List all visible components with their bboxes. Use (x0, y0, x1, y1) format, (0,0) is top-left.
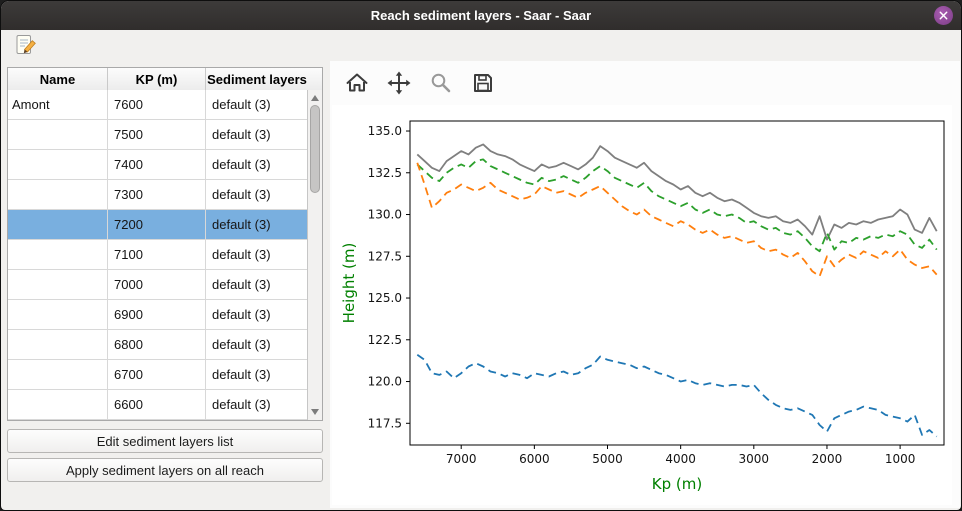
cell-name (8, 240, 108, 269)
cell-layers: default (3) (206, 120, 308, 149)
svg-text:130.0: 130.0 (368, 208, 402, 222)
svg-text:2000: 2000 (812, 452, 843, 466)
cell-name (8, 390, 108, 419)
cell-name: Amont (8, 90, 108, 119)
edit-sediment-layers-button[interactable]: Edit sediment layers list (7, 429, 323, 453)
svg-text:1000: 1000 (885, 452, 916, 466)
svg-text:135.0: 135.0 (368, 124, 402, 138)
cell-kp: 6800 (108, 330, 206, 359)
edit-sediment-tool-button[interactable] (13, 33, 39, 59)
cell-name (8, 180, 108, 209)
svg-text:125.0: 125.0 (368, 291, 402, 305)
cell-name (8, 150, 108, 179)
cell-layers: default (3) (206, 390, 308, 419)
scrollbar-thumb[interactable] (310, 105, 320, 193)
table-scrollbar[interactable] (307, 90, 322, 420)
table-row[interactable]: 6700 default (3) (8, 360, 308, 390)
edit-sediment-icon (16, 35, 36, 54)
header-sediment-layers[interactable]: Sediment layers (207, 71, 307, 87)
cell-kp: 7200 (108, 210, 206, 239)
svg-text:120.0: 120.0 (368, 375, 402, 389)
svg-text:Height (m): Height (m) (340, 243, 358, 324)
table-row[interactable]: 6800 default (3) (8, 330, 308, 360)
scroll-up-icon[interactable] (311, 95, 319, 101)
cell-kp: 7400 (108, 150, 206, 179)
window-title: Reach sediment layers - Saar - Saar (370, 8, 592, 23)
svg-text:127.5: 127.5 (368, 249, 402, 263)
titlebar: Reach sediment layers - Saar - Saar (1, 1, 961, 31)
cell-kp: 7300 (108, 180, 206, 209)
cell-layers: default (3) (206, 210, 308, 239)
pan-button[interactable] (384, 68, 414, 98)
cell-name (8, 210, 108, 239)
cell-layers: default (3) (206, 300, 308, 329)
cell-kp: 7000 (108, 270, 206, 299)
cell-layers: default (3) (206, 240, 308, 269)
table-body: Amont 7600 default (3) 7500 default (3) 7400 d… (8, 90, 308, 420)
plot-toolbar (330, 61, 960, 105)
close-button[interactable] (934, 6, 953, 25)
table-row[interactable]: 7000 default (3) (8, 270, 308, 300)
home-button[interactable] (342, 68, 372, 98)
cell-name (8, 300, 108, 329)
svg-text:7000: 7000 (446, 452, 477, 466)
table-row[interactable]: 6600 default (3) (8, 390, 308, 420)
svg-text:Kp (m): Kp (m) (652, 475, 702, 493)
svg-text:122.5: 122.5 (368, 333, 402, 347)
cell-name (8, 330, 108, 359)
cell-kp: 6600 (108, 390, 206, 419)
svg-text:6000: 6000 (519, 452, 550, 466)
pan-icon (387, 71, 411, 95)
svg-text:4000: 4000 (665, 452, 696, 466)
svg-text:117.5: 117.5 (368, 416, 402, 430)
cell-layers: default (3) (206, 90, 308, 119)
svg-text:3000: 3000 (739, 452, 770, 466)
home-icon (346, 73, 368, 92)
cell-layers: default (3) (206, 150, 308, 179)
save-icon (474, 74, 492, 92)
table-row[interactable]: 7500 default (3) (8, 120, 308, 150)
cell-name (8, 360, 108, 389)
cell-kp: 7600 (108, 90, 206, 119)
cell-kp: 6900 (108, 300, 206, 329)
cell-name (8, 270, 108, 299)
cell-kp: 7500 (108, 120, 206, 149)
sediment-table: Name KP (m) Sediment layers Amont 7600 def… (7, 67, 323, 421)
sediment-profile-chart[interactable]: 7000 6000 5000 4000 3000 2000 1000 117.5 120.0 12… (332, 105, 952, 505)
table-row[interactable]: 7400 default (3) (8, 150, 308, 180)
cell-kp: 7100 (108, 240, 206, 269)
save-button[interactable] (468, 68, 498, 98)
zoom-icon (431, 73, 451, 93)
table-row[interactable]: 7300 default (3) (8, 180, 308, 210)
plot-panel: 7000 6000 5000 4000 3000 2000 1000 117.5 120.0 12… (330, 61, 960, 508)
cell-kp: 6700 (108, 360, 206, 389)
header-kp[interactable]: KP (m) (108, 68, 206, 90)
cell-layers: default (3) (206, 360, 308, 389)
table-row[interactable]: Amont 7600 default (3) (8, 90, 308, 120)
header-name[interactable]: Name (8, 68, 108, 90)
svg-text:132.5: 132.5 (368, 166, 402, 180)
scroll-down-icon[interactable] (311, 409, 319, 415)
cell-layers: default (3) (206, 180, 308, 209)
table-header: Name KP (m) Sediment layers (8, 68, 322, 91)
table-row[interactable]: 7200 default (3) (8, 210, 308, 240)
close-icon (939, 11, 948, 20)
apply-sediment-layers-button[interactable]: Apply sediment layers on all reach (7, 458, 323, 482)
zoom-button[interactable] (426, 68, 456, 98)
table-row[interactable]: 6900 default (3) (8, 300, 308, 330)
table-row[interactable]: 7100 default (3) (8, 240, 308, 270)
top-toolbar (1, 30, 961, 61)
cell-layers: default (3) (206, 330, 308, 359)
svg-text:5000: 5000 (592, 452, 623, 466)
cell-layers: default (3) (206, 270, 308, 299)
cell-name (8, 120, 108, 149)
